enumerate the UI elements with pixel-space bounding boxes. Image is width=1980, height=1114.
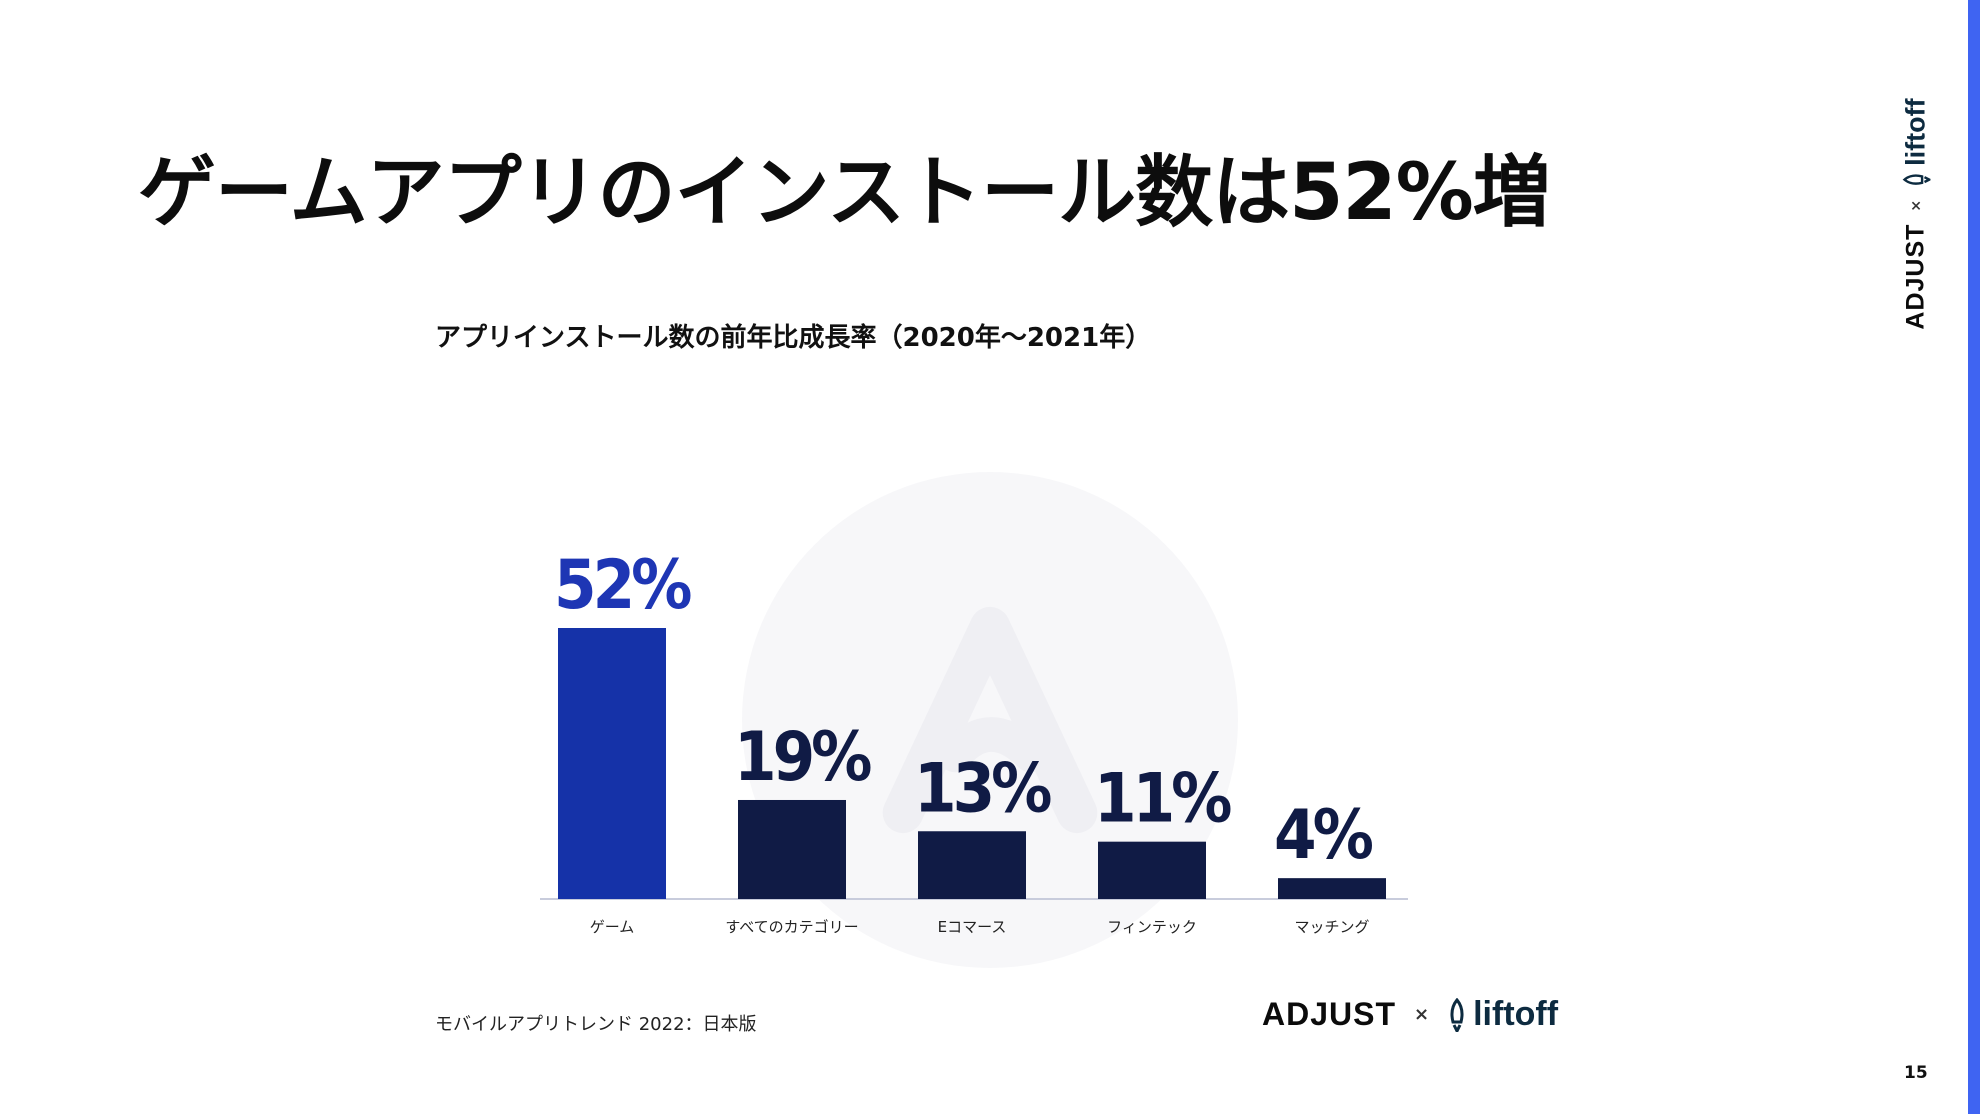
category-label-1: すべてのカテゴリー (725, 918, 858, 936)
category-label-3: フィンテック (1107, 918, 1197, 936)
bar-value-label-0: 52% (554, 546, 691, 625)
rocket-icon (1450, 997, 1464, 1032)
side-liftoff-wordmark: liftoff (1900, 98, 1931, 166)
bar-2 (918, 831, 1026, 899)
liftoff-wordmark: liftoff (1473, 995, 1559, 1033)
bar-value-label-4: 4% (1274, 796, 1373, 875)
bar-0 (558, 628, 666, 899)
category-label-4: マッチング (1294, 918, 1369, 936)
source-note: モバイルアプリトレンド 2022：日本版 (435, 1014, 757, 1035)
side-brand-separator: × (1908, 199, 1924, 212)
bar-4 (1278, 878, 1386, 899)
bar-value-label-1: 19% (734, 718, 871, 797)
bar-3 (1098, 841, 1206, 899)
category-label-2: Eコマース (938, 918, 1007, 936)
bar-value-label-2: 13% (914, 749, 1051, 828)
bar-value-label-3: 11% (1094, 760, 1231, 839)
chart-title: アプリインストール数の前年比成長率（2020年〜2021年） (435, 323, 1152, 353)
side-brand-lockup: ADJUST × liftoff (1888, 84, 1944, 344)
page-number: 15 (1904, 1063, 1928, 1083)
liftoff-logo: liftoff (1447, 995, 1558, 1034)
slide-title: ゲームアプリのインストール数は52%増 (138, 148, 1551, 238)
side-liftoff-logo: liftoff (1901, 98, 1932, 187)
brand-separator: × (1414, 1004, 1430, 1025)
brand-lockup: ADJUST × liftoff (1262, 995, 1558, 1034)
bar-1 (738, 799, 846, 899)
accent-stripe (1968, 0, 1980, 1114)
side-adjust-logo: ADJUST (1901, 223, 1930, 330)
adjust-logo: ADJUST (1262, 996, 1397, 1032)
side-rocket-icon (1902, 174, 1930, 186)
category-label-0: ゲーム (590, 918, 635, 936)
